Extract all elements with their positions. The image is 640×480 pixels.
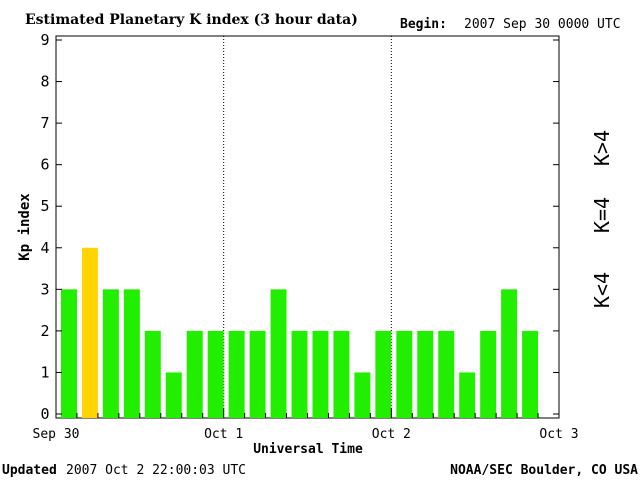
source-credit: NOAA/SEC Boulder, CO USA [450, 463, 638, 478]
kp-bar [165, 372, 182, 418]
kp-bar [249, 330, 266, 418]
legend-k-greater-4: K>4 [590, 130, 614, 166]
kp-bar [333, 330, 350, 418]
kp-bars [61, 247, 539, 418]
kp-bar [291, 330, 308, 418]
kp-bar [144, 330, 161, 418]
kp-bar [354, 372, 371, 418]
y-tick-label: 6 [40, 156, 49, 174]
x-tick-label: Sep 30 [33, 427, 80, 442]
kp-bar [186, 330, 203, 418]
begin-label: Begin: [400, 17, 447, 32]
x-axis: Sep 30 Oct 1 Oct 2 Oct 3 [33, 408, 579, 442]
kp-bar [61, 289, 77, 418]
kp-bar [102, 289, 119, 418]
kp-bar [438, 330, 455, 418]
kp-bar [81, 247, 98, 418]
y-tick-label: 7 [40, 114, 49, 132]
kp-bar [501, 289, 518, 418]
y-tick-label: 5 [40, 197, 49, 215]
y-tick-label: 1 [40, 363, 49, 381]
kp-bar [522, 330, 539, 418]
legend-k-less-4: K<4 [590, 272, 614, 308]
kp-bar [480, 330, 497, 418]
kp-bar [207, 330, 224, 418]
kp-bar [228, 330, 245, 418]
x-tick-label: Oct 1 [204, 427, 243, 442]
x-tick-label: Oct 3 [539, 427, 578, 442]
x-tick-label: Oct 2 [372, 427, 411, 442]
kp-bar [123, 289, 140, 418]
kp-bar [396, 330, 413, 418]
kp-bar [312, 330, 329, 418]
x-axis-label: Universal Time [253, 442, 363, 457]
updated-value: 2007 Oct 2 22:00:03 UTC [66, 463, 246, 478]
kp-bar [270, 289, 287, 418]
y-axis: 0 1 2 3 4 5 6 7 8 9 [40, 31, 559, 423]
kp-bar [459, 372, 476, 418]
y-tick-label: 0 [40, 405, 49, 423]
y-tick-label: 4 [40, 239, 49, 257]
legend-k-equals-4: K=4 [590, 197, 614, 233]
y-axis-label: Kp index [17, 193, 33, 261]
y-tick-label: 8 [40, 73, 49, 91]
y-tick-label: 2 [40, 322, 49, 340]
chart-title: Estimated Planetary K index (3 hour data… [25, 12, 358, 28]
kp-bar [417, 330, 434, 418]
updated-label: Updated [2, 463, 57, 478]
y-tick-label: 9 [40, 31, 49, 49]
begin-value: 2007 Sep 30 0000 UTC [464, 17, 621, 32]
y-tick-label: 3 [40, 280, 49, 298]
kp-bar [375, 330, 392, 418]
